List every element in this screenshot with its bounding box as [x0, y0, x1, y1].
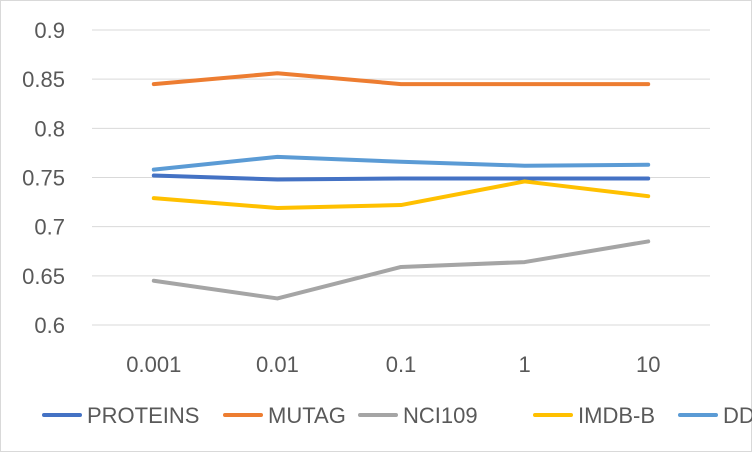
- x-tick-label: 0.01: [256, 352, 299, 377]
- legend-label: NCI109: [403, 403, 478, 428]
- x-tick-label: 10: [636, 352, 660, 377]
- y-tick-label: 0.65: [22, 264, 65, 289]
- x-tick-label: 0.1: [386, 352, 417, 377]
- y-tick-label: 0.6: [34, 313, 65, 338]
- y-tick-label: 0.7: [34, 215, 65, 240]
- series-line-proteins: [151, 173, 651, 182]
- legend-label: MUTAG: [268, 403, 346, 428]
- series-line-mutag: [151, 71, 651, 87]
- x-axis-ticks: 0.001 0.01 0.1 1 10: [126, 352, 660, 377]
- y-tick-label: 0.9: [34, 18, 65, 43]
- y-tick-label: 0.85: [22, 67, 65, 92]
- y-tick-label: 0.75: [22, 166, 65, 191]
- legend-label: IMDB-B: [578, 403, 655, 428]
- legend-label: PROTEINS: [87, 403, 199, 428]
- series-line-nci109: [151, 239, 651, 301]
- series-line-imdb-b: [151, 179, 651, 210]
- y-tick-label: 0.8: [34, 116, 65, 141]
- plot-series: [151, 71, 651, 301]
- y-axis-ticks: 0.6 0.65 0.7 0.75 0.8 0.85 0.9: [22, 18, 65, 338]
- legend: PROTEINS MUTAG NCI109 IMDB-B DD: [42, 403, 752, 428]
- series-line-dd: [151, 154, 651, 172]
- legend-label: DD: [723, 403, 752, 428]
- x-tick-label: 1: [518, 352, 530, 377]
- x-tick-label: 0.001: [126, 352, 181, 377]
